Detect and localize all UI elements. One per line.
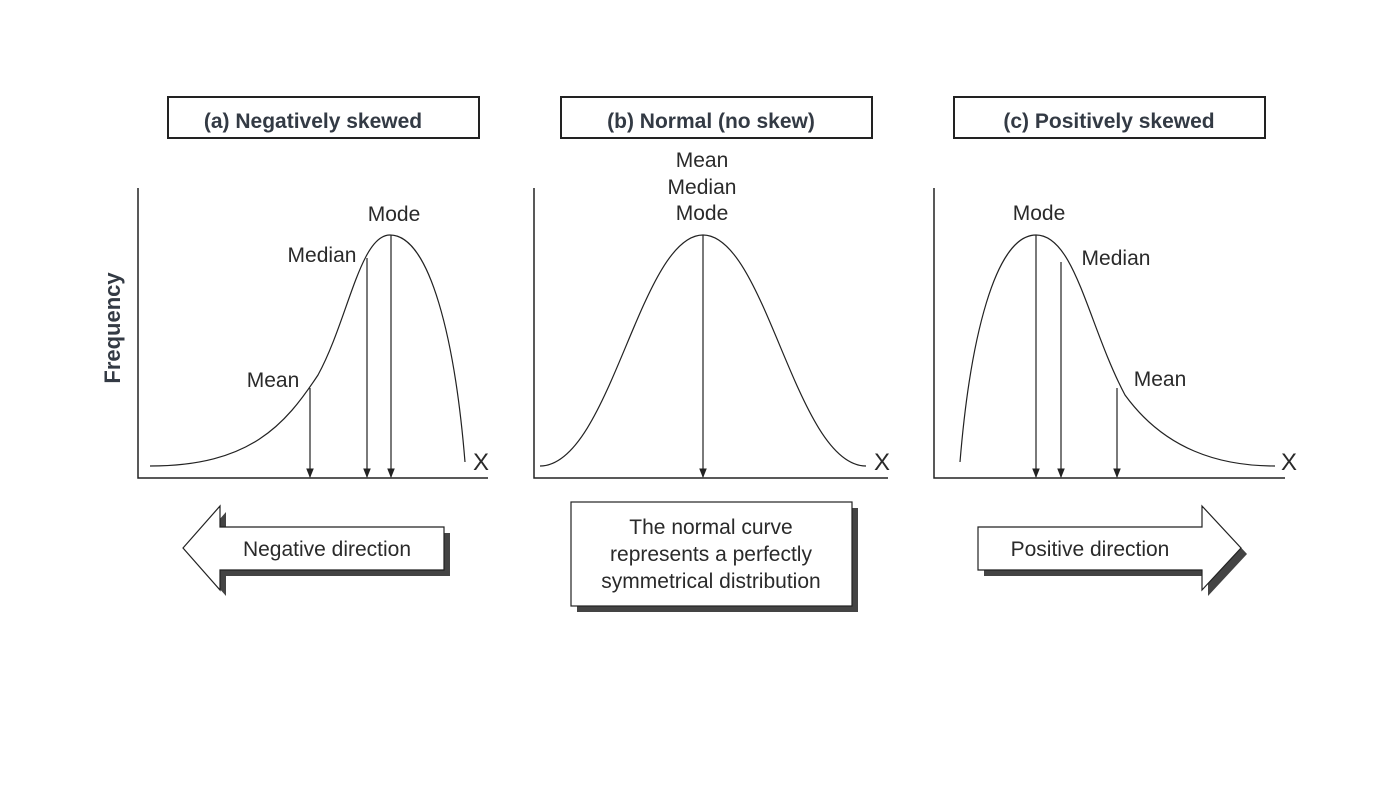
title-box — [560, 96, 873, 139]
panel-title: (b) Normal (no skew) — [607, 110, 815, 133]
marker-label: Median — [288, 244, 357, 267]
panel-title: (c) Positively skewed — [1003, 110, 1214, 133]
panel-title: (a) Negatively skewed — [204, 110, 422, 133]
axes — [137, 188, 488, 479]
axes — [933, 188, 1285, 479]
marker-label: Median — [1082, 247, 1151, 270]
title-box — [167, 96, 480, 139]
panel-b: (b) Normal (no skew) Mean Median Mode X … — [533, 96, 890, 612]
caption: represents a perfectly — [610, 543, 812, 566]
marker-label: Median — [668, 176, 737, 199]
title-box — [953, 96, 1266, 139]
x-label: X — [1281, 449, 1297, 476]
panel-c: (c) Positively skewed Mode Median Mean X… — [933, 96, 1297, 596]
marker-label: Mode — [1013, 202, 1066, 225]
caption: Positive direction — [1011, 538, 1170, 561]
curve — [149, 234, 466, 467]
caption-box — [570, 501, 853, 607]
direction-arrow — [977, 504, 1242, 592]
x-label: X — [473, 449, 489, 476]
caption: symmetrical distribution — [601, 570, 820, 593]
marker-label: Mode — [368, 203, 421, 226]
marker-label: Mode — [676, 202, 729, 225]
axes — [533, 188, 888, 479]
caption: The normal curve — [629, 516, 792, 539]
curve — [959, 234, 1276, 467]
caption: Negative direction — [243, 538, 411, 561]
y-axis-label: Frequency — [100, 272, 125, 384]
marker-label: Mean — [676, 149, 729, 172]
panel-a: (a) Negatively skewed Mode Median Mean X… — [137, 96, 489, 596]
marker-label: Mean — [1134, 368, 1187, 391]
marker-label: Mean — [247, 369, 300, 392]
direction-arrow — [182, 504, 445, 592]
x-label: X — [874, 449, 890, 476]
